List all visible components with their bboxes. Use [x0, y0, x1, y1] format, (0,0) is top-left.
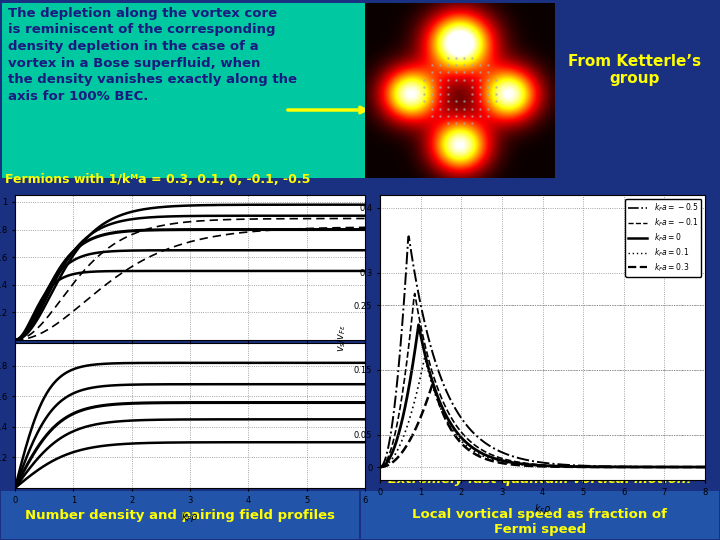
- Bar: [1, 491, 359, 539]
- Text: Fermions with 1/kᴹa = 0.3, 0.1, 0, -0.1, -0.5: Fermions with 1/kᴹa = 0.3, 0.1, 0, -0.1,…: [5, 173, 310, 186]
- Bar: [361, 491, 719, 539]
- Text: Number density and pairing field profiles: Number density and pairing field profile…: [25, 509, 335, 522]
- Ellipse shape: [487, 89, 531, 100]
- Text: Local vortical speed as fraction of
Fermi speed: Local vortical speed as fraction of Ferm…: [413, 508, 667, 536]
- Ellipse shape: [438, 139, 482, 151]
- Text: From Ketterle’s
group: From Ketterle’s group: [568, 54, 701, 86]
- Text: Bosons with na³ = 10⁻³ and 10⁻⁵: Bosons with na³ = 10⁻³ and 10⁻⁵: [28, 327, 240, 340]
- Text: The depletion along the vortex core
is reminiscent of the corresponding
density : The depletion along the vortex core is r…: [8, 7, 297, 103]
- Ellipse shape: [389, 89, 433, 100]
- Ellipse shape: [436, 37, 485, 50]
- Legend: $k_Fa = -0.5$, $k_Fa = -0.1$, $k_Fa = 0$, $k_Fa = 0.1$, $k_Fa = 0.3$: $k_Fa = -0.5$, $k_Fa = -0.1$, $k_Fa = 0$…: [625, 199, 701, 276]
- Bar: [2, 3, 365, 178]
- X-axis label: $k_F\rho$: $k_F\rho$: [181, 510, 199, 524]
- X-axis label: $k_F\rho$: $k_F\rho$: [534, 502, 552, 516]
- Text: Extremely fast quantum vortical motion!: Extremely fast quantum vortical motion!: [388, 473, 692, 486]
- Y-axis label: $v_s/v_{F\varepsilon}$: $v_s/v_{F\varepsilon}$: [333, 323, 348, 352]
